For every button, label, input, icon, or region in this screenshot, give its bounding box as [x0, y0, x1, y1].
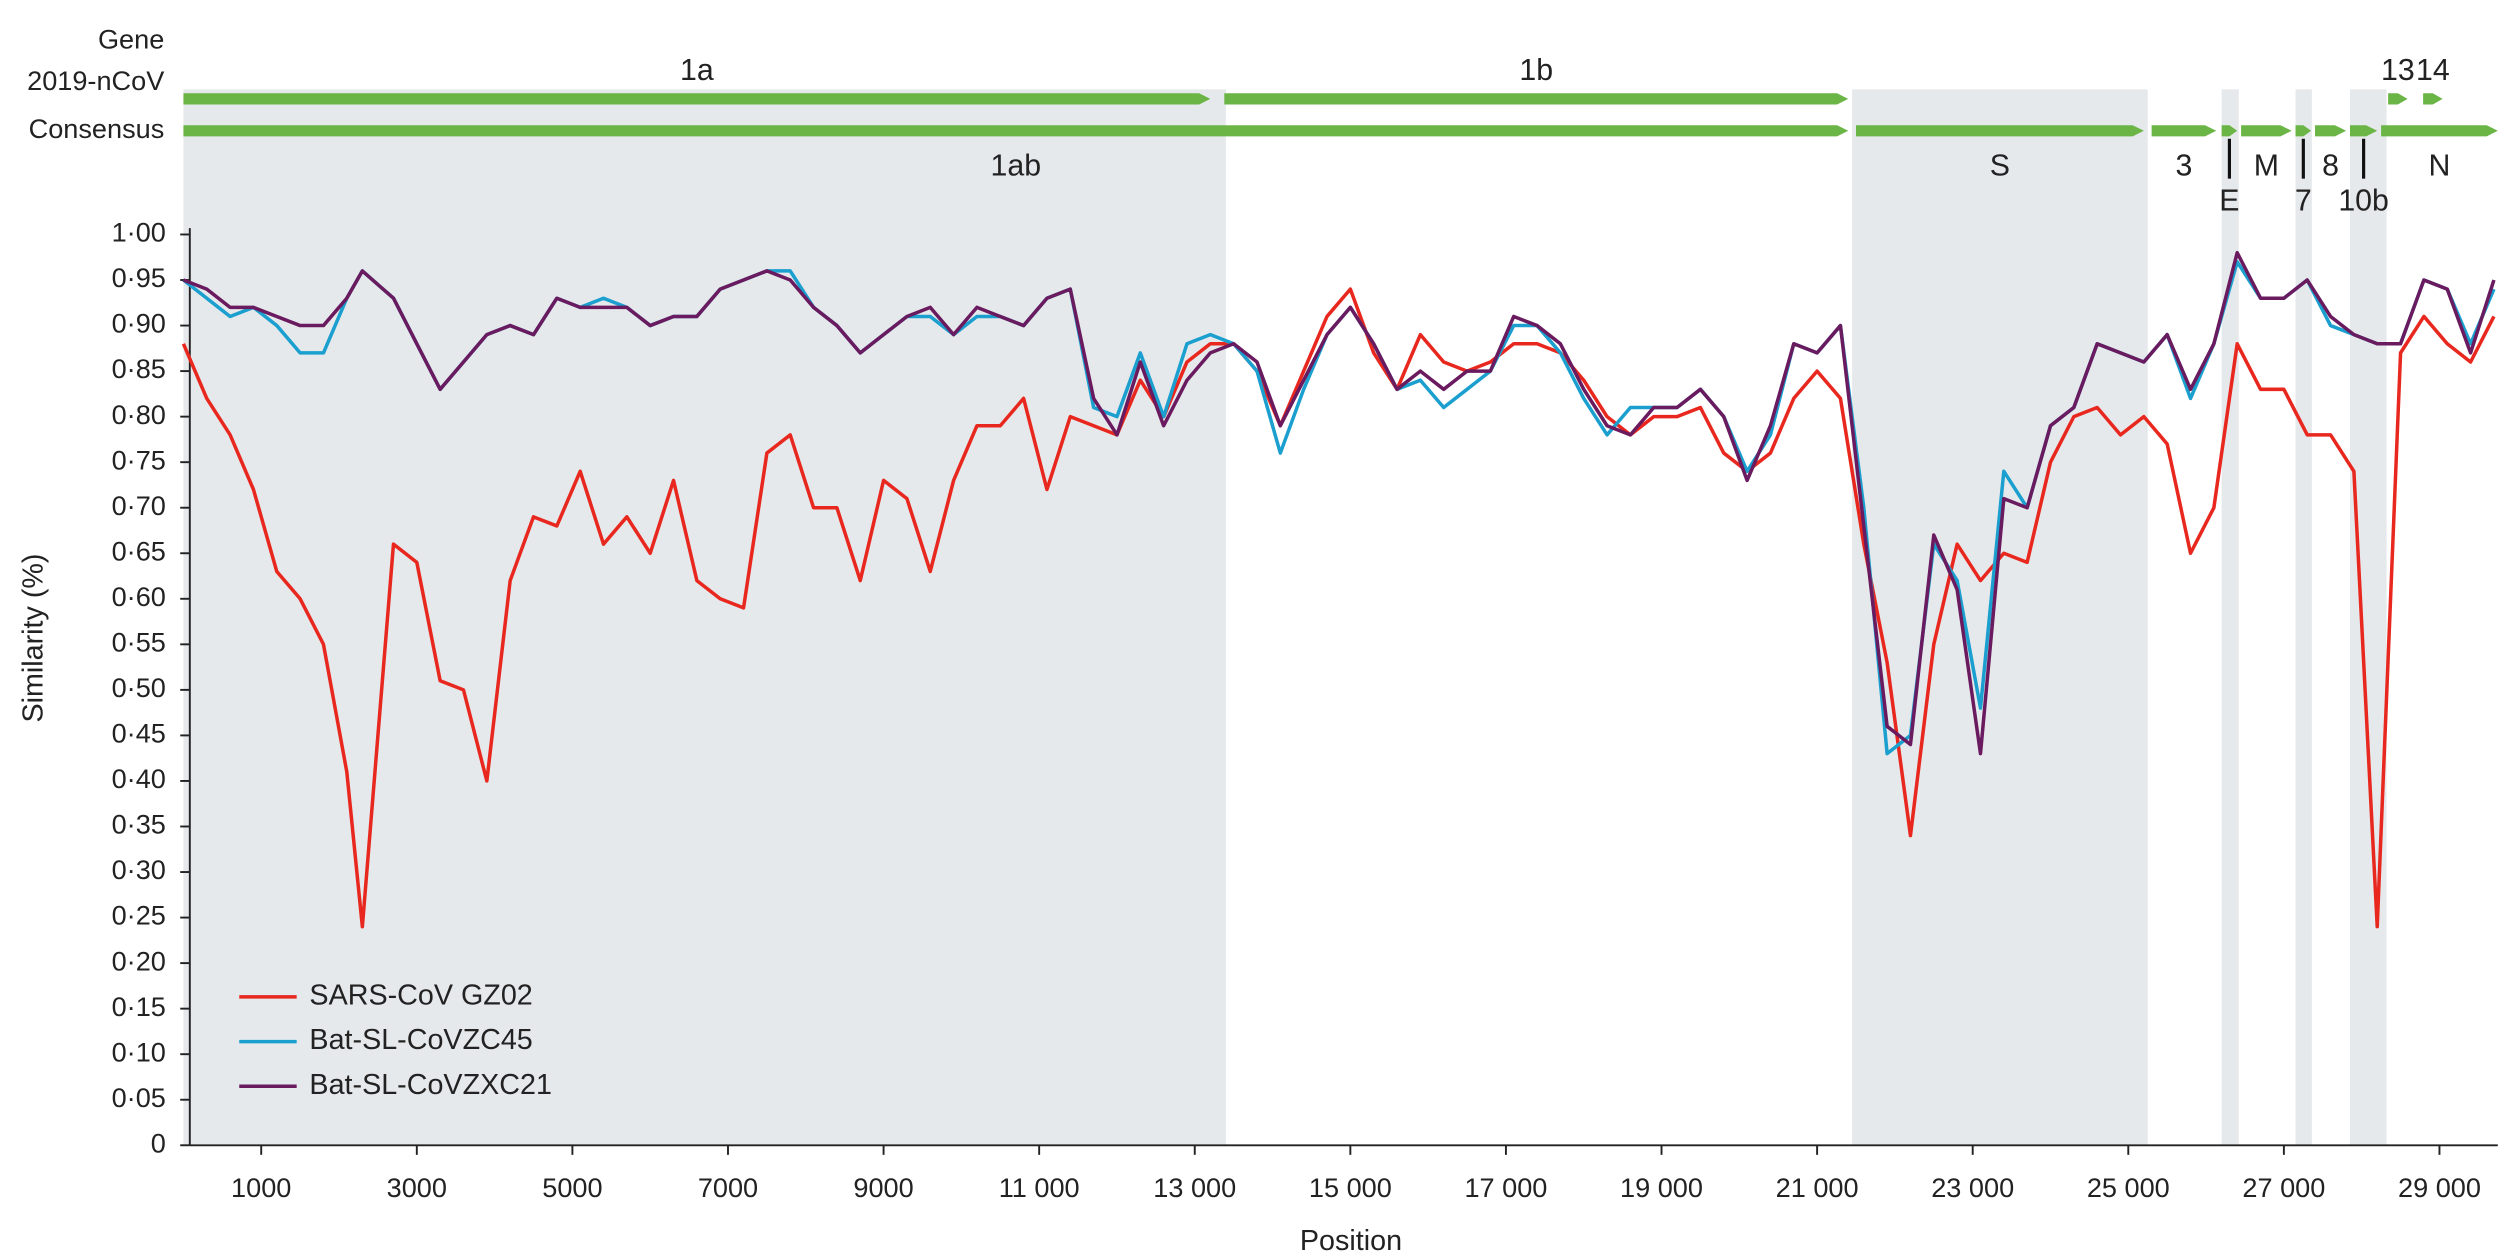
y-tick-label: 0·35	[112, 809, 166, 840]
shaded-region	[2350, 89, 2387, 1146]
gene-label: 1a	[680, 54, 714, 87]
y-tick-label: 0·45	[112, 718, 166, 749]
y-tick-label: 1·00	[112, 217, 166, 248]
x-tick-label: 7000	[698, 1172, 758, 1203]
x-tick-label: 13 000	[1153, 1172, 1236, 1203]
gene-label: 8	[2322, 149, 2339, 182]
x-tick-label: 15 000	[1309, 1172, 1392, 1203]
y-tick-label: 0·25	[112, 900, 166, 931]
legend-label: SARS-CoV GZ02	[309, 980, 532, 1012]
x-tick-label: 9000	[853, 1172, 913, 1203]
row-label: 2019-nCoV	[27, 65, 164, 96]
y-tick-label: 0·40	[112, 763, 166, 794]
y-tick-label: 0·80	[112, 399, 166, 430]
x-axis-label: Position	[1300, 1225, 1402, 1257]
gene-arrow	[2388, 93, 2408, 105]
y-tick-label: 0·15	[112, 991, 166, 1022]
y-tick-label: 0·75	[112, 444, 166, 475]
x-tick-label: 29 000	[2398, 1172, 2481, 1203]
gene-label: N	[2429, 149, 2451, 182]
gene-arrow	[1224, 93, 1849, 105]
gene-arrow	[2381, 125, 2498, 137]
gene-arrow	[2314, 125, 2347, 137]
shaded-region	[1852, 89, 2148, 1146]
gene-label: 10b	[2338, 185, 2389, 218]
shaded-region	[2221, 89, 2239, 1146]
gene-arrow	[1856, 125, 2144, 137]
gene-label: 1b	[1519, 54, 1553, 87]
gene-arrow	[2241, 125, 2292, 137]
gene-label: E	[2219, 185, 2239, 218]
gene-label: 7	[2295, 185, 2312, 218]
x-tick-label: 23 000	[1931, 1172, 2014, 1203]
y-tick-label: 0	[151, 1127, 166, 1158]
x-tick-label: 11 000	[999, 1172, 1080, 1203]
y-tick-label: 0·85	[112, 353, 166, 384]
y-tick-label: 0·95	[112, 262, 166, 293]
gene-label: S	[1990, 149, 2010, 182]
gene-label: M	[2254, 149, 2279, 182]
shaded-region	[183, 89, 1226, 1146]
y-tick-label: 0·10	[112, 1036, 166, 1067]
legend-label: Bat-SL-CoVZC45	[309, 1024, 532, 1056]
y-tick-label: 0·30	[112, 854, 166, 885]
x-tick-label: 27 000	[2242, 1172, 2325, 1203]
y-tick-label: 0·05	[112, 1082, 166, 1113]
gene-label: 13	[2381, 54, 2415, 87]
gene-label: 1ab	[991, 149, 1042, 182]
row-label: Consensus	[29, 113, 165, 144]
gene-arrow	[2151, 125, 2217, 137]
y-tick-label: 0·90	[112, 308, 166, 339]
y-tick-label: 0·70	[112, 490, 166, 521]
gene-label: 3	[2175, 149, 2192, 182]
y-tick-label: 0·55	[112, 626, 166, 657]
x-tick-label: 19 000	[1620, 1172, 1703, 1203]
y-tick-label: 0·20	[112, 945, 166, 976]
x-tick-label: 21 000	[1776, 1172, 1859, 1203]
series-line	[182, 250, 2496, 756]
x-tick-label: 25 000	[2087, 1172, 2170, 1203]
y-tick-label: 0·50	[112, 672, 166, 703]
gene-arrow	[183, 125, 1849, 137]
y-tick-label: 0·65	[112, 535, 166, 566]
gene-arrow	[183, 93, 1211, 105]
x-tick-label: 1000	[231, 1172, 291, 1203]
row-label: Gene	[98, 24, 164, 55]
legend-label: Bat-SL-CoVZXC21	[309, 1069, 551, 1101]
series-line	[181, 287, 2496, 929]
shaded-region	[2295, 89, 2312, 1146]
gene-label: 14	[2416, 54, 2450, 87]
y-tick-label: 0·60	[112, 581, 166, 612]
gene-arrow	[2350, 125, 2378, 137]
x-tick-label: 3000	[387, 1172, 447, 1203]
x-tick-label: 17 000	[1464, 1172, 1547, 1203]
x-tick-label: 5000	[542, 1172, 602, 1203]
gene-arrow	[2423, 93, 2443, 105]
y-axis-label: Similarity (%)	[18, 554, 50, 723]
gene-arrow	[2221, 125, 2238, 137]
